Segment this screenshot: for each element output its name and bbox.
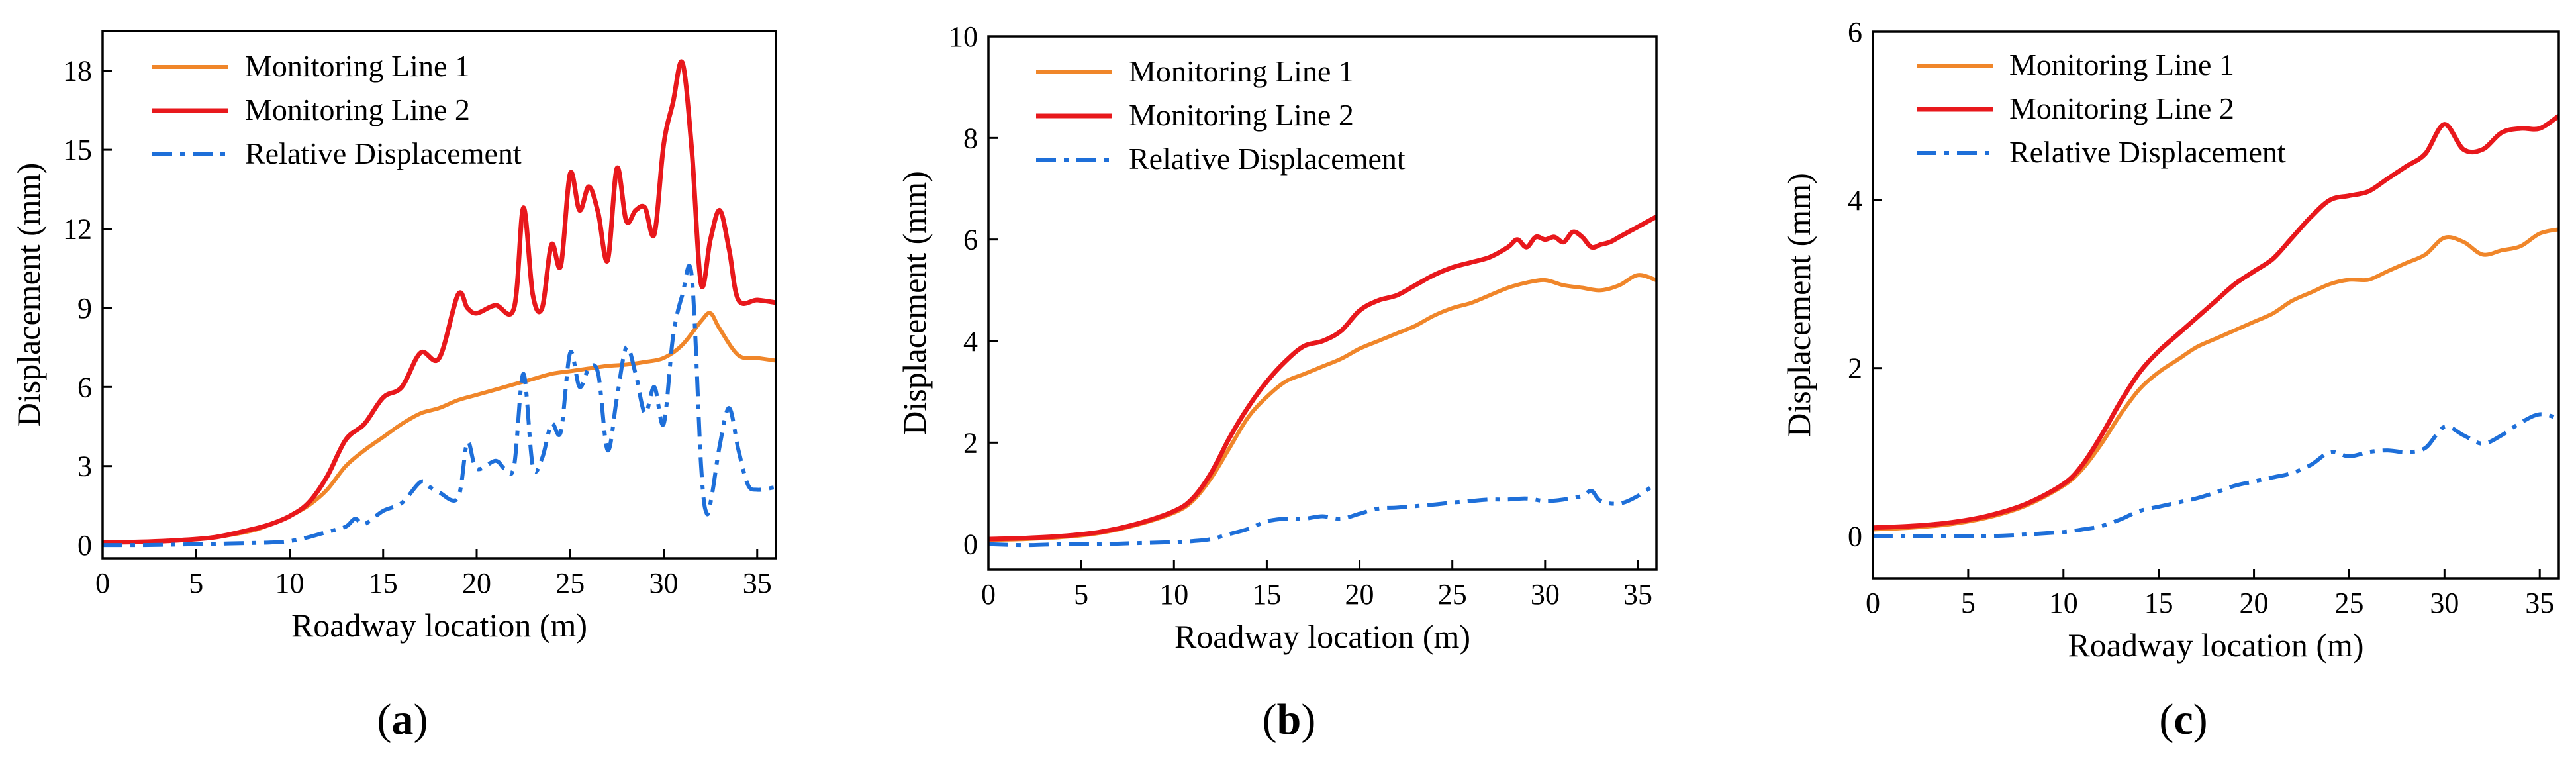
panel-b: 0 5 10 15 20 25 30 35 0 2 4 6 8 10 Roadway location (m… [896, 21, 1658, 744]
legend-label: Monitoring Line 1 [2009, 48, 2234, 81]
panel-caption: (c) [2159, 695, 2207, 744]
x-tick-label: 30 [2430, 587, 2459, 619]
series-line-2 [1873, 113, 2559, 531]
legend-label: Monitoring Line 2 [1129, 98, 1354, 132]
plot-frame [101, 30, 777, 560]
x-tick-label: 0 [981, 578, 996, 611]
legend-label: Relative Displacement [245, 136, 522, 170]
legend-label: Relative Displacement [1129, 142, 1406, 176]
panel-c: 0 5 10 15 20 25 30 35 0 2 4 6 Roadway location (m) Di… [1780, 16, 2560, 744]
y-tick-label: 18 [63, 55, 92, 87]
legend-label: Relative Displacement [2009, 135, 2286, 169]
series-line-1 [1873, 227, 2559, 532]
x-tick-label: 5 [1074, 578, 1088, 611]
x-axis-label: Roadway location (m) [1174, 618, 1470, 655]
x-tick-label: 5 [1961, 587, 1976, 619]
y-axis-label: Displacement (mm) [1780, 173, 1817, 437]
x-tick-label: 15 [2144, 587, 2173, 619]
x-tick-label: 10 [1159, 578, 1188, 611]
x-tick-label: 35 [1623, 578, 1652, 611]
x-tick-label: 15 [1252, 578, 1281, 611]
y-tick-label: 6 [963, 224, 978, 256]
y-tick-label: 9 [77, 292, 92, 325]
x-tick-label: 25 [555, 567, 585, 599]
y-tick-label: 6 [1848, 16, 1862, 48]
legend-label: Monitoring Line 2 [245, 93, 470, 126]
panel-caption: (b) [1263, 695, 1316, 744]
legend-label: Monitoring Line 1 [245, 49, 470, 83]
y-tick-label: 4 [1848, 184, 1862, 217]
x-tick-label: 30 [649, 567, 679, 599]
y-tick-label: 2 [963, 427, 978, 459]
x-tick-label: 0 [95, 567, 110, 599]
y-tick-label: 3 [77, 450, 92, 483]
series-line-2 [103, 59, 776, 545]
y-tick-label: 8 [963, 122, 978, 154]
y-tick-label: 0 [1848, 521, 1862, 553]
x-tick-label: 10 [2049, 587, 2078, 619]
x-tick-label: 20 [2240, 587, 2269, 619]
panel-caption: (a) [377, 695, 428, 744]
legend-label: Monitoring Line 2 [2009, 91, 2234, 125]
x-tick-label: 25 [2334, 587, 2363, 619]
x-tick-label: 30 [1531, 578, 1560, 611]
x-tick-label: 35 [743, 567, 772, 599]
y-tick-label: 4 [963, 325, 978, 358]
x-tick-label: 20 [1345, 578, 1374, 611]
x-axis-label: Roadway location (m) [2068, 627, 2363, 664]
legend-label: Monitoring Line 1 [1129, 54, 1354, 88]
y-tick-label: 2 [1848, 352, 1862, 385]
series-line-2 [988, 215, 1656, 542]
y-axis-label: Displacement (mm) [896, 171, 933, 435]
x-tick-label: 35 [2525, 587, 2554, 619]
y-tick-label: 0 [963, 529, 978, 561]
plot-frame [987, 35, 1658, 571]
y-tick-label: 10 [949, 21, 978, 53]
x-tick-label: 15 [369, 567, 398, 599]
series-line-3 [103, 264, 776, 548]
plot-frame [1872, 30, 2560, 580]
series-line-1 [103, 311, 776, 545]
series-line-3 [1873, 412, 2559, 538]
x-tick-label: 25 [1438, 578, 1467, 611]
x-tick-label: 20 [462, 567, 491, 599]
y-axis-label: Displacement (mm) [10, 163, 47, 427]
x-axis-label: Roadway location (m) [291, 607, 587, 644]
y-tick-label: 15 [63, 134, 92, 166]
y-tick-label: 6 [77, 371, 92, 403]
panel-a: 0 5 10 15 20 25 30 35 0 3 6 9 12 15 18 Roadway location… [10, 30, 777, 744]
x-tick-label: 0 [1866, 587, 1880, 619]
y-tick-label: 0 [77, 529, 92, 562]
x-tick-label: 5 [189, 567, 203, 599]
y-tick-label: 12 [63, 213, 92, 246]
x-tick-label: 10 [275, 567, 305, 599]
series-line-3 [988, 481, 1656, 548]
